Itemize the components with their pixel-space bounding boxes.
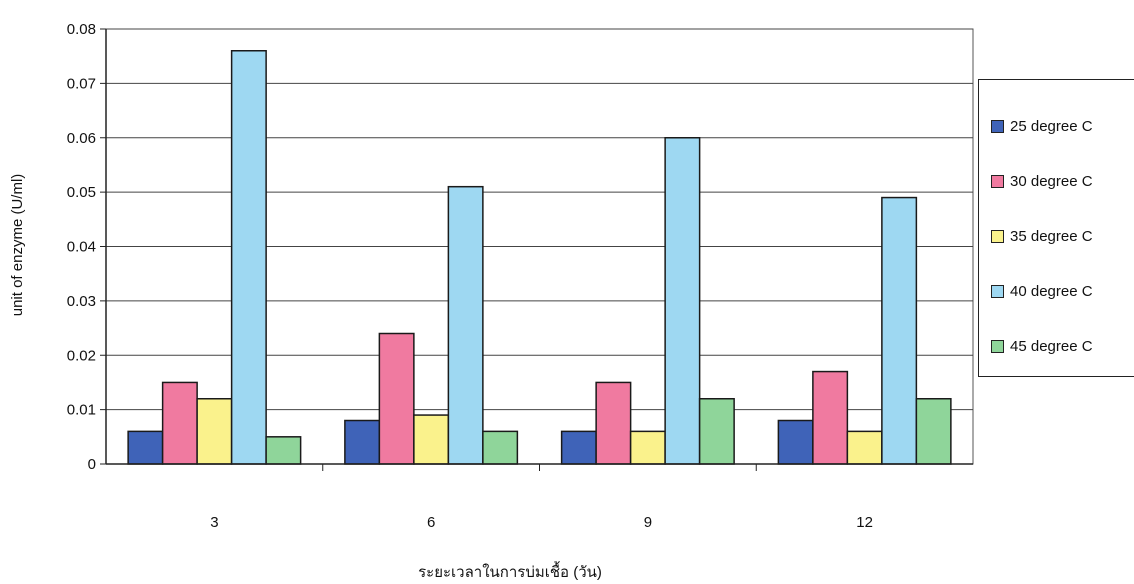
y-tick-label: 0.07 — [67, 75, 96, 92]
legend-swatch — [991, 119, 1004, 133]
x-axis-title: ระยะเวลาในการบ่มเชื้อ (วัน) — [418, 561, 602, 581]
y-tick-label: 0.08 — [67, 21, 96, 38]
legend-label: 45 degree C — [1010, 337, 1093, 355]
bar-40-degree-c-6 — [447, 185, 484, 465]
bar-45-degree-c-12 — [915, 398, 952, 465]
bar-25-degree-c-9 — [560, 430, 597, 465]
y-tick-label: 0 — [88, 456, 96, 473]
x-tick-label: 12 — [856, 514, 873, 531]
bar-25-degree-c-3 — [127, 430, 164, 465]
legend-item: 25 degree C — [991, 116, 1093, 136]
legend-label: 25 degree C — [1010, 117, 1093, 135]
legend-item: 30 degree C — [991, 171, 1093, 191]
x-tick-label: 3 — [210, 514, 218, 531]
y-axis-title: unit of enzyme (U/ml) — [9, 174, 26, 317]
bar-40-degree-c-9 — [664, 137, 701, 465]
legend-swatch — [991, 174, 1004, 188]
bar-30-degree-c-3 — [161, 381, 198, 465]
legend: 25 degree C 30 degree C 35 degree C 40 degr… — [978, 79, 1134, 377]
bar-45-degree-c-3 — [265, 436, 302, 465]
y-tick-label: 0.04 — [67, 239, 96, 256]
bar-30-degree-c-12 — [812, 370, 849, 465]
legend-swatch — [991, 339, 1004, 353]
x-tick-label: 9 — [644, 514, 652, 531]
y-tick-label: 0.01 — [67, 402, 96, 419]
legend-swatch — [991, 284, 1004, 298]
axes — [100, 28, 973, 471]
legend-swatch — [991, 229, 1004, 243]
y-tick-label: 0.05 — [67, 184, 96, 201]
bar-35-degree-c-3 — [196, 398, 233, 465]
legend-item: 35 degree C — [991, 226, 1093, 246]
y-tick-label: 0.06 — [67, 130, 96, 147]
legend-label: 40 degree C — [1010, 282, 1093, 300]
bars — [127, 50, 952, 465]
y-tick-label: 0.03 — [67, 293, 96, 310]
tick-labels: 0 0.01 0.02 0.03 0.04 0.05 0.06 0.07 0.08 3 6 9 12 — [67, 21, 873, 531]
bar-40-degree-c-3 — [230, 50, 267, 465]
bar-30-degree-c-6 — [378, 332, 415, 465]
legend-label: 30 degree C — [1010, 172, 1093, 190]
bar-35-degree-c-6 — [413, 414, 450, 465]
bar-25-degree-c-6 — [344, 419, 381, 465]
bar-45-degree-c-9 — [698, 398, 735, 465]
bar-35-degree-c-12 — [846, 430, 883, 465]
x-tick-label: 6 — [427, 514, 435, 531]
bar-25-degree-c-12 — [777, 419, 814, 465]
bar-30-degree-c-9 — [595, 381, 632, 465]
legend-label: 35 degree C — [1010, 227, 1093, 245]
bar-45-degree-c-6 — [482, 430, 519, 465]
bar-35-degree-c-9 — [629, 430, 666, 465]
y-tick-label: 0.02 — [67, 347, 96, 364]
bar-40-degree-c-12 — [881, 196, 918, 465]
legend-item: 40 degree C — [991, 281, 1093, 301]
legend-item: 45 degree C — [991, 336, 1093, 356]
